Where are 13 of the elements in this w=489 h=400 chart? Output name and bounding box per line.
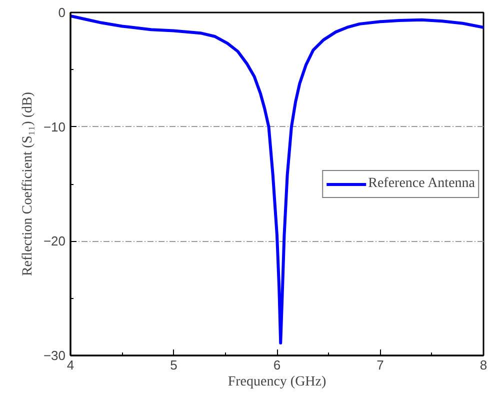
line-series (70, 14, 484, 344)
legend-label: Reference Antenna (368, 176, 475, 192)
x-tick-label: 5 (170, 358, 178, 372)
x-tick-label: 8 (480, 358, 488, 372)
x-tick-label: 6 (273, 358, 281, 372)
x-axis-title: Frequency (GHz) (228, 374, 327, 390)
x-tick-label: 4 (66, 358, 74, 372)
y-tick-label: −10 (43, 119, 66, 134)
y-axis-title: Reflection Coefficient (S₁₁) (dB) (20, 92, 36, 276)
y-tick-label: −20 (43, 234, 66, 249)
x-tick-label: 7 (376, 358, 384, 372)
y-tick-label: −30 (43, 348, 66, 363)
y-tick-label: 0 (58, 5, 66, 20)
